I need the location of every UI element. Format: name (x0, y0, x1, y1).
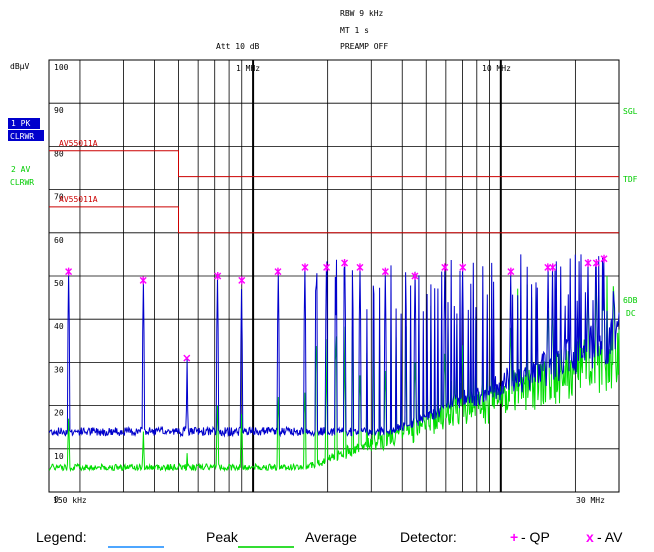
trace2-badge: 2 AV (11, 165, 30, 174)
legend-peak: Peak (206, 529, 238, 545)
freq-stop-label: 30 MHz (576, 496, 605, 505)
qp-marker (592, 259, 600, 268)
qp-marker (214, 272, 222, 280)
legend-average: Average (305, 529, 357, 545)
limit-lines (49, 150, 619, 234)
qp-marker (600, 254, 608, 263)
legend-av: - AV (597, 529, 623, 545)
peak-swatch (108, 546, 164, 548)
y-tick-label: 60 (54, 236, 64, 245)
qp-symbol: + (510, 529, 519, 545)
y-tick-label: 50 (54, 279, 64, 288)
qp-marker (301, 263, 309, 272)
marker-10mhz-label: 10 MHz (482, 64, 511, 73)
trace1-mode-bg (8, 130, 44, 141)
qp-marker (381, 267, 389, 276)
y-tick-label: 20 (54, 409, 64, 418)
trace1-badge: 1 PK (11, 119, 30, 128)
legend-label: Legend: (36, 529, 87, 545)
att-label: Att 10 dB (216, 42, 260, 51)
limit-line (49, 150, 619, 178)
qp-marker (341, 259, 349, 268)
rbw-label: RBW 9 kHz (340, 9, 384, 18)
qp-marker (507, 267, 515, 276)
limit1-label: AV55011A (59, 139, 98, 148)
legend-qp: - QP (521, 529, 550, 545)
legend: Legend: Peak Average Detector: + - QP x … (0, 527, 654, 549)
y-tick-label: 30 (54, 365, 64, 374)
qp-marker (139, 276, 147, 285)
freq-start-label: 150 kHz (53, 496, 87, 505)
legend-detector: Detector: (400, 529, 457, 545)
qp-marker (238, 276, 246, 285)
qp-marker (323, 263, 331, 272)
unit-label: dBµV (10, 62, 29, 71)
average-trace (48, 275, 620, 473)
detector-markers (65, 254, 608, 362)
av-marker (183, 354, 191, 362)
average-swatch (238, 546, 294, 548)
emi-spectrum-chart: RBW 9 kHz MT 1 s Att 10 dB PREAMP OFF dB… (8, 9, 638, 505)
trace2-mode: CLRWR (10, 178, 34, 187)
y-tick-label: 90 (54, 106, 64, 115)
qp-marker (459, 263, 467, 272)
mt-label: MT 1 s (340, 26, 369, 35)
qp-marker (584, 259, 592, 268)
qp-marker (441, 263, 449, 272)
y-tick-label: 70 (54, 193, 64, 202)
sgl-label: SGL (623, 107, 638, 116)
y-tick-label: 80 (54, 149, 64, 158)
6db-label: 6DB (623, 296, 638, 305)
trace1-badge-bg (8, 118, 40, 129)
qp-marker (411, 272, 419, 280)
qp-marker (274, 267, 282, 276)
dc-label: DC (626, 309, 636, 318)
trace1-mode: CLRWR (10, 132, 34, 141)
y-tick-label: 40 (54, 322, 64, 331)
qp-marker (65, 267, 73, 276)
marker-1mhz-label: 1 MHz (236, 64, 260, 73)
y-tick-label: 100 (54, 63, 69, 72)
peak-trace (48, 254, 620, 438)
av-symbol: x (586, 529, 594, 545)
y-tick-label: 10 (54, 452, 64, 461)
limit-line (49, 206, 619, 234)
preamp-label: PREAMP OFF (340, 42, 388, 51)
tdf-label: TDF (623, 175, 638, 184)
traces (48, 254, 620, 473)
limit2-label: AV55011A (59, 195, 98, 204)
qp-marker (549, 263, 557, 272)
qp-marker (356, 263, 364, 272)
y-tick-label: 0 (54, 495, 59, 504)
